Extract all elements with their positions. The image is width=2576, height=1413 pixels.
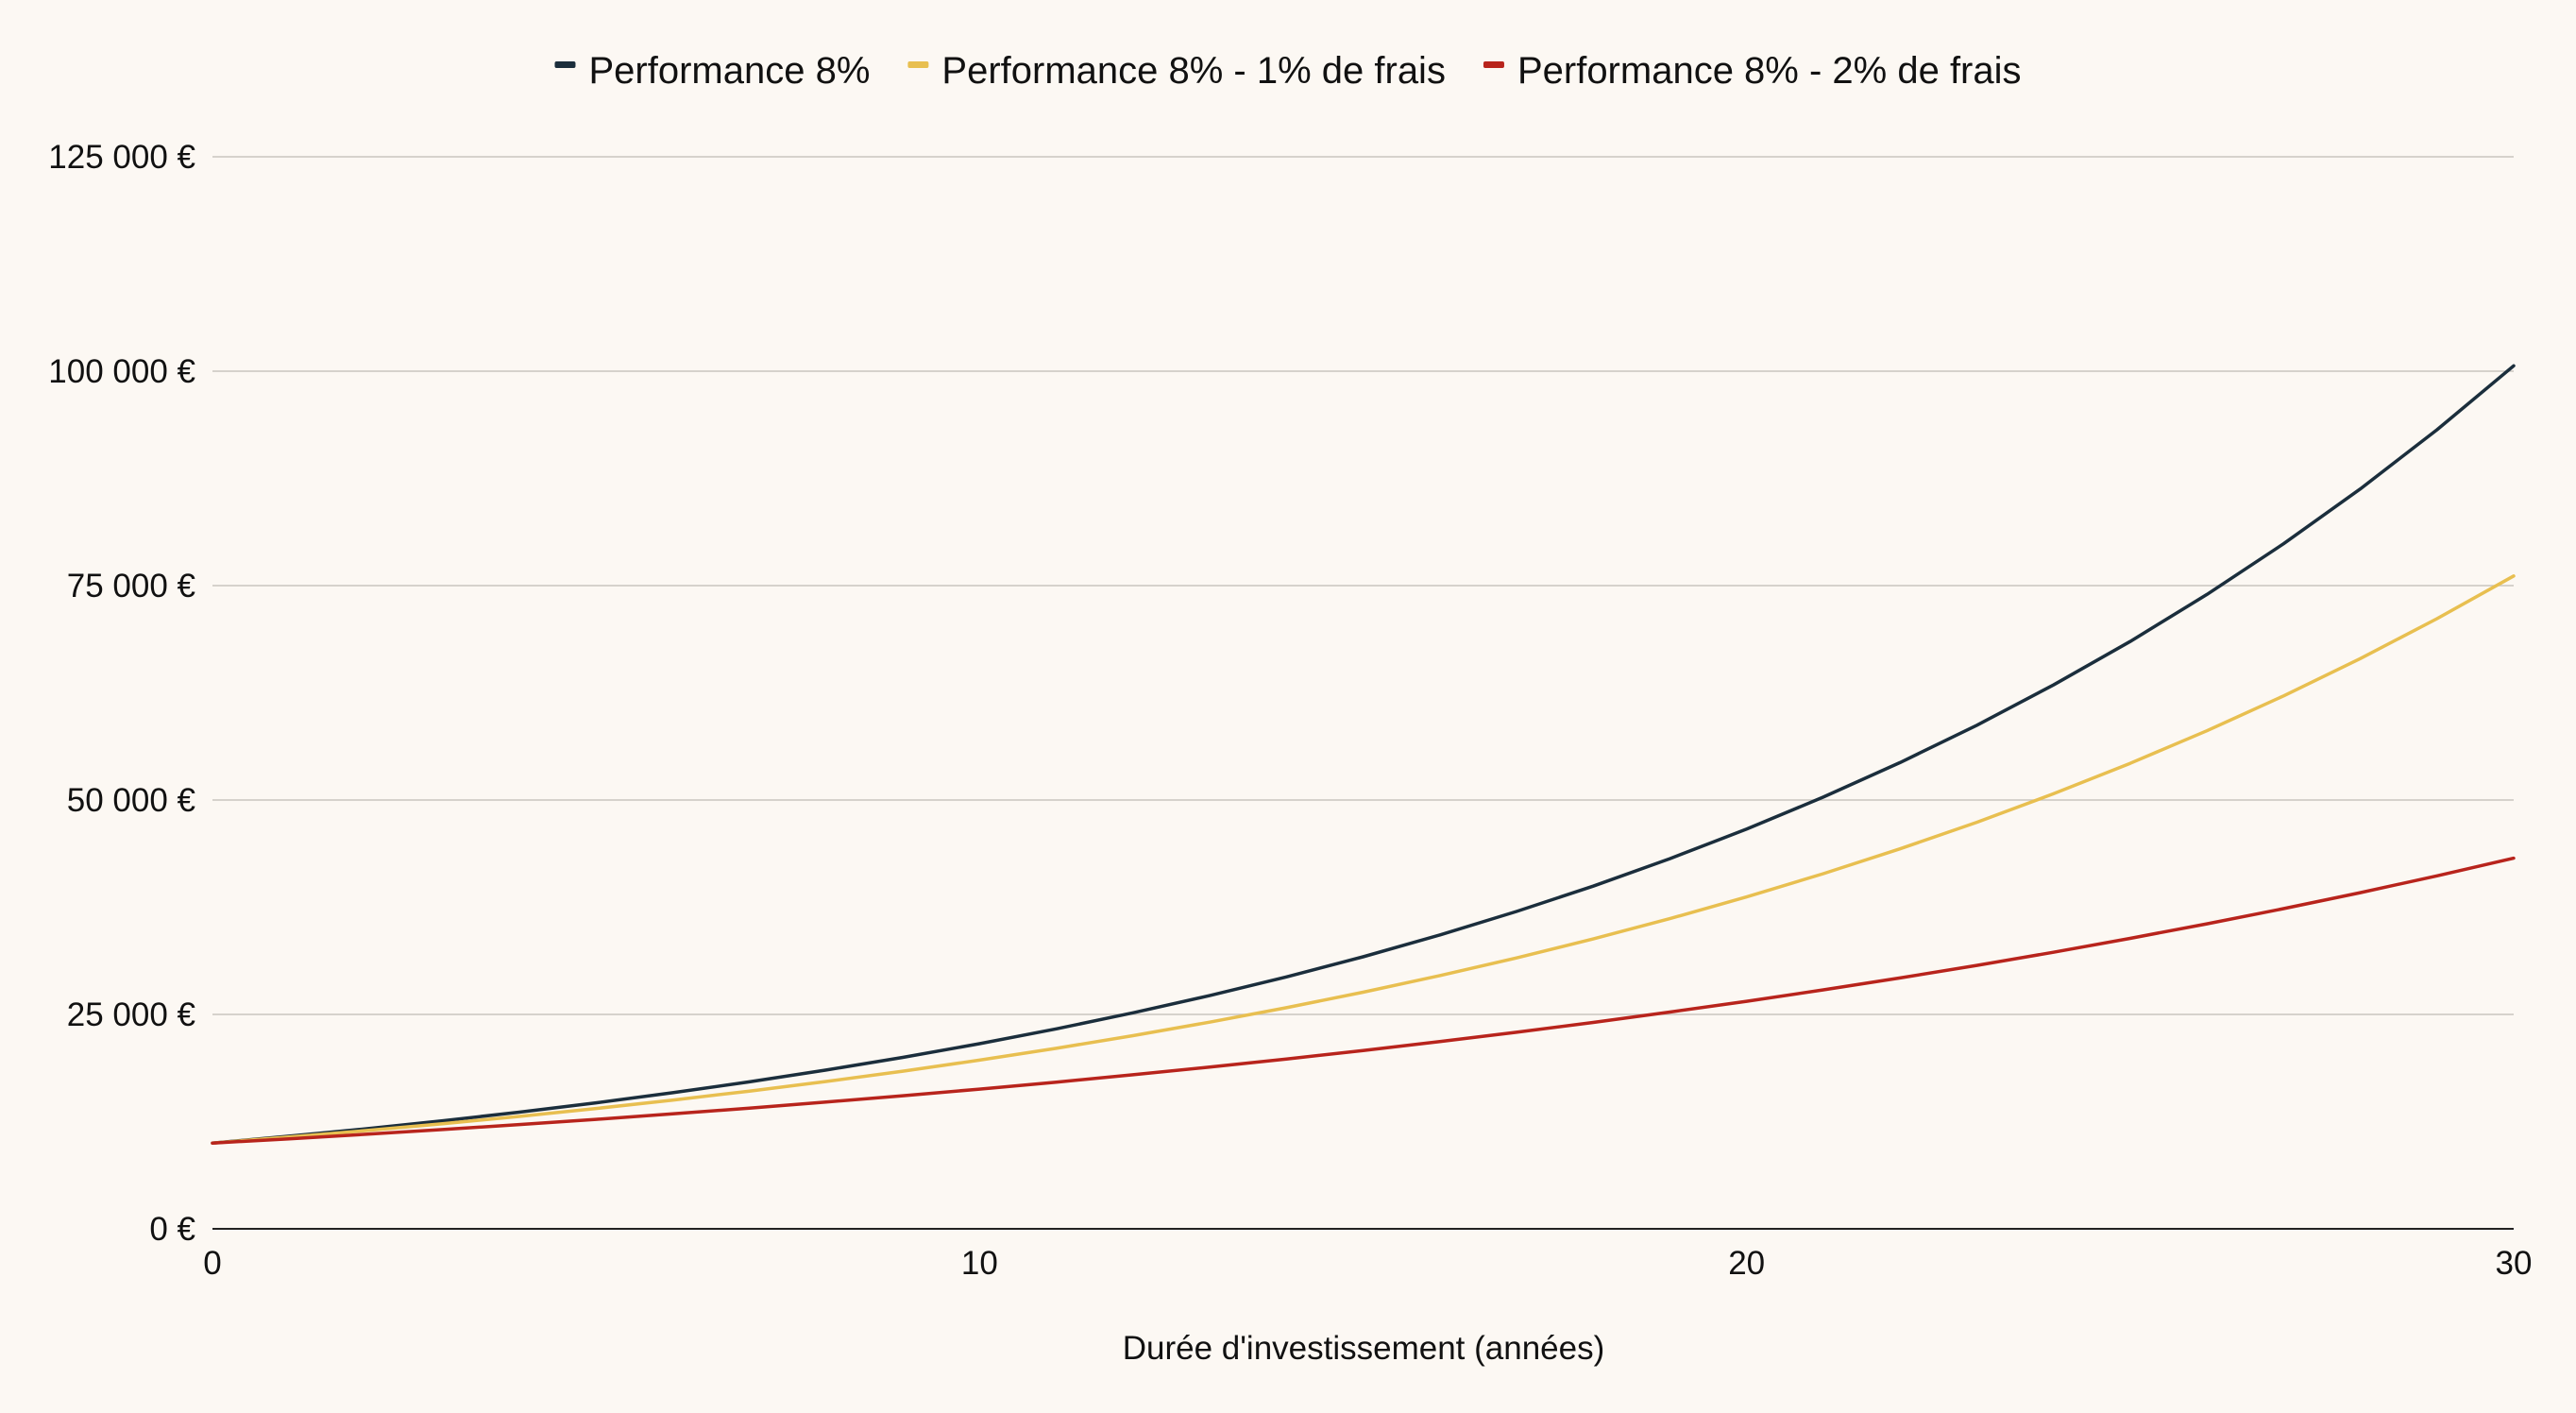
legend-label: Performance 8% - 1% de frais xyxy=(941,50,1446,92)
axes: 0 € 25 000 € 50 000 € 75 000 € 100 000 € 125 … xyxy=(48,139,2532,1282)
legend-item-3: Performance 8% - 2% de frais xyxy=(1483,50,2022,92)
y-tick-label: 50 000 € xyxy=(67,782,195,819)
legend: Performance 8% Performance 8% - 1% de fra… xyxy=(554,50,2022,92)
y-tick-label: 25 000 € xyxy=(67,996,195,1033)
x-tick-label: 20 xyxy=(1728,1245,1765,1282)
y-tick-label: 75 000 € xyxy=(67,568,195,604)
legend-swatch xyxy=(1483,61,1504,68)
legend-label: Performance 8% xyxy=(588,50,870,92)
series-lines xyxy=(211,364,2516,1145)
x-tick-label: 0 xyxy=(203,1245,221,1282)
x-axis-title: Durée d'investissement (années) xyxy=(1123,1330,1605,1367)
series-line-2 xyxy=(211,574,2516,1145)
series-line-1 xyxy=(211,364,2516,1145)
legend-item-1: Performance 8% xyxy=(554,50,870,92)
gridlines xyxy=(212,156,2514,1015)
legend-label: Performance 8% - 2% de frais xyxy=(1517,50,2022,92)
series-line-3 xyxy=(211,856,2516,1145)
x-tick-label: 30 xyxy=(2496,1245,2533,1282)
y-tick-label: 100 000 € xyxy=(48,353,195,390)
x-tick-label: 10 xyxy=(961,1245,998,1282)
y-tick-label: 0 € xyxy=(149,1211,195,1248)
legend-swatch xyxy=(554,61,576,68)
legend-item-2: Performance 8% - 1% de frais xyxy=(907,50,1446,92)
legend-swatch xyxy=(907,61,929,68)
y-tick-label: 125 000 € xyxy=(48,139,195,176)
